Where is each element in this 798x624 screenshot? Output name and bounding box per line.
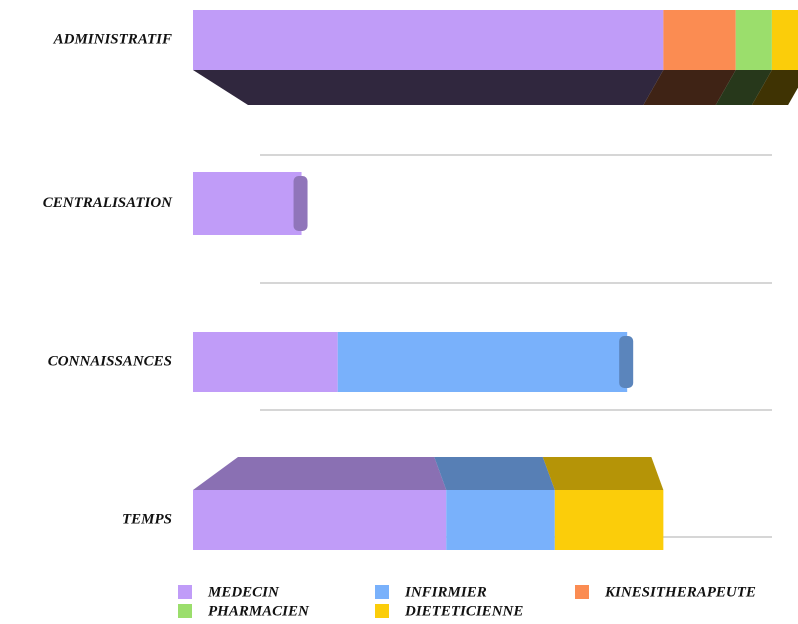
bar-depth [542,457,664,490]
bar-depth [193,70,664,105]
legend-swatch [375,604,389,618]
legend-swatch [375,585,389,599]
bar [771,10,798,70]
legend-label: MEDECIN [207,584,280,600]
legend-swatch [178,585,192,599]
bar-end [619,336,634,388]
legend-label: DIETETICIENNE [404,603,523,619]
category-label: CENTRALISATION [43,195,173,211]
bar-depth [643,70,736,105]
bar-depth [715,70,772,105]
bar [193,10,664,70]
category-label: TEMPS [122,511,172,527]
legend-swatch [575,585,589,599]
bar [446,490,555,550]
legend-label: KINESITHERAPEUTE [604,584,756,600]
bar [193,332,338,392]
bar [193,172,302,235]
bar-depth [751,70,798,105]
bar [735,10,772,70]
bar-end [293,176,308,231]
legend-swatch [178,604,192,618]
bar [337,332,628,392]
bar [193,490,447,550]
bar-depth [434,457,555,490]
legend-label: INFIRMIER [404,584,487,600]
category-label: ADMINISTRATIF [53,31,172,47]
bar [554,490,664,550]
category-label: CONNAISSANCES [48,353,172,369]
legend-label: PHARMACIEN [208,603,310,619]
bar-depth [193,457,447,490]
bar [663,10,736,70]
